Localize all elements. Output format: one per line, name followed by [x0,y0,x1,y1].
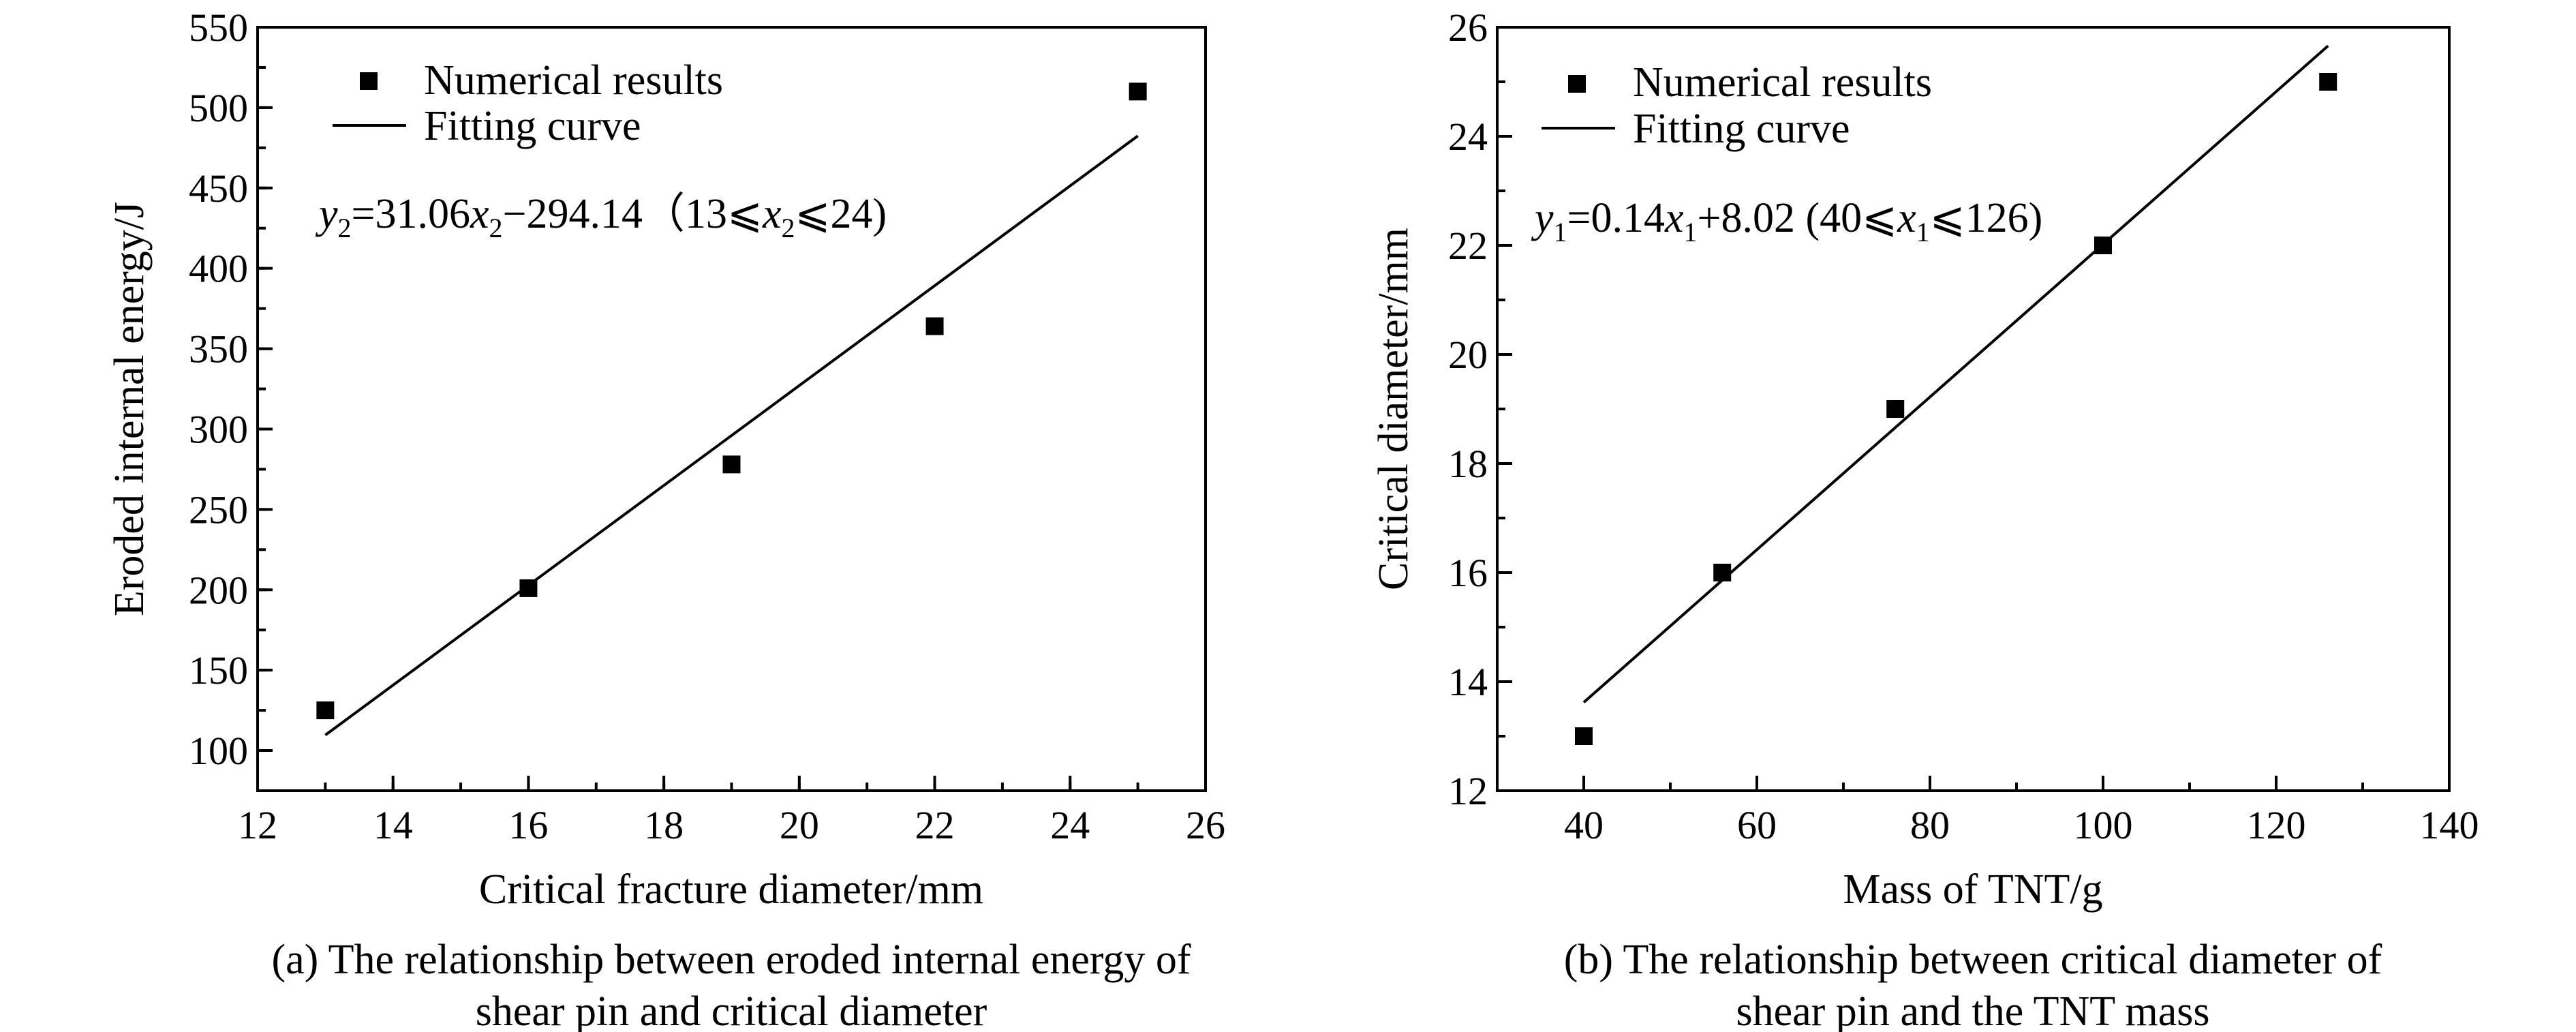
panel-a-legend-label-numerical: Numerical results [424,57,723,104]
y-tick-label: 100 [189,729,248,773]
y-tick-label: 250 [189,487,248,532]
panel-a: 12 14 16 18 20 22 24 26 100 150 200 250 300 350 400 450… [106,5,1225,1032]
x-tick-label: 14 [373,803,413,847]
panel-a-y-axis-title: Eroded internal energy/J [106,202,153,616]
y-tick-label: 500 [189,86,248,130]
y-tick-label: 20 [1448,333,1488,377]
fitting-curve-line [324,134,1139,737]
panel-a-caption-line-2: shear pin and critical diameter [476,988,987,1032]
y-tick-label: 24 [1448,115,1488,159]
panel-a-legend: Numerical results Fitting curve [333,57,723,149]
panel-b-fit-equation: y1=0.14x1+8.02 (40⩽x1⩽126) [1531,195,2042,247]
panel-a-minor-ticks [256,26,1207,792]
panel-b-legend: Numerical results Fitting curve [1542,59,1932,152]
data-point-marker [1575,727,1593,745]
x-tick-label: 120 [2247,803,2306,847]
data-point-marker [519,579,538,597]
data-point-marker [1129,82,1147,101]
panel-a-legend-marker-swatch [360,72,378,90]
y-tick-label: 450 [189,166,248,211]
panel-b-legend-label-fitting: Fitting curve [1633,106,1850,152]
data-point-marker [1713,564,1732,581]
y-tick-label: 22 [1448,224,1488,268]
data-point-marker [925,317,944,335]
panel-a-legend-label-fitting: Fitting curve [424,103,641,149]
y-tick-label: 300 [189,407,248,451]
x-tick-label: 140 [2420,803,2479,847]
data-point-marker [2319,73,2337,91]
panel-a-tick-labels: 12 14 16 18 20 22 24 26 100 150 200 250 300 350 400 450… [189,5,1225,847]
x-tick-label: 60 [1737,803,1777,847]
x-tick-label: 24 [1050,803,1090,847]
x-tick-label: 100 [2074,803,2133,847]
x-tick-label: 16 [508,803,548,847]
y-tick-label: 16 [1448,551,1488,595]
y-tick-label: 14 [1448,660,1488,704]
y-tick-label: 400 [189,247,248,291]
x-tick-label: 80 [1910,803,1950,847]
panel-b: 40 60 80 100 120 140 12 14 16 18 20 22 24 26 Mass of … [1370,5,2479,1032]
panel-b-fitting-curve-group [1582,44,2329,703]
panel-a-fit-equation: y2=31.06x2−294.14（13⩽x2⩽24) [315,191,887,243]
y-tick-label: 200 [189,568,248,612]
panel-a-plot-frame [256,26,1207,792]
panel-b-plot-frame [1496,26,2451,792]
panel-b-tick-labels: 40 60 80 100 120 140 12 14 16 18 20 22 24 26 [1448,5,2479,847]
x-tick-label: 12 [238,803,277,847]
panel-a-major-ticks [256,26,1207,791]
data-point-marker [2094,237,2112,254]
panel-b-legend-label-numerical: Numerical results [1633,59,1932,106]
y-tick-label: 12 [1448,769,1488,813]
panel-a-markers [316,82,1147,720]
panel-a-fitting-curve-group [324,134,1139,737]
y-tick-label: 26 [1448,5,1488,50]
x-tick-label: 22 [915,803,955,847]
panel-b-caption-line-2: shear pin and the TNT mass [1736,988,2209,1032]
y-tick-label: 150 [189,648,248,693]
panel-b-markers [1575,73,2337,745]
panel-b-x-axis-title: Mass of TNT/g [1843,866,2102,913]
panel-a-caption-line-1: (a) The relationship between eroded inte… [271,937,1191,983]
y-tick-label: 550 [189,5,248,50]
panel-b-legend-marker-swatch [1568,75,1586,93]
panel-b-caption-line-1: (b) The relationship between critical di… [1564,937,2382,983]
x-tick-label: 26 [1186,803,1225,847]
panel-b-y-axis-title: Critical diameter/mm [1370,228,1417,590]
x-tick-label: 18 [644,803,684,847]
data-point-marker [1886,400,1905,418]
fitting-curve-line [1582,44,2329,703]
data-point-marker [722,455,741,474]
y-tick-label: 350 [189,327,248,371]
panel-a-x-axis-title: Critical fracture diameter/mm [479,866,983,913]
y-tick-label: 18 [1448,442,1488,486]
x-tick-label: 40 [1564,803,1604,847]
data-point-marker [316,701,335,720]
x-tick-label: 20 [780,803,819,847]
